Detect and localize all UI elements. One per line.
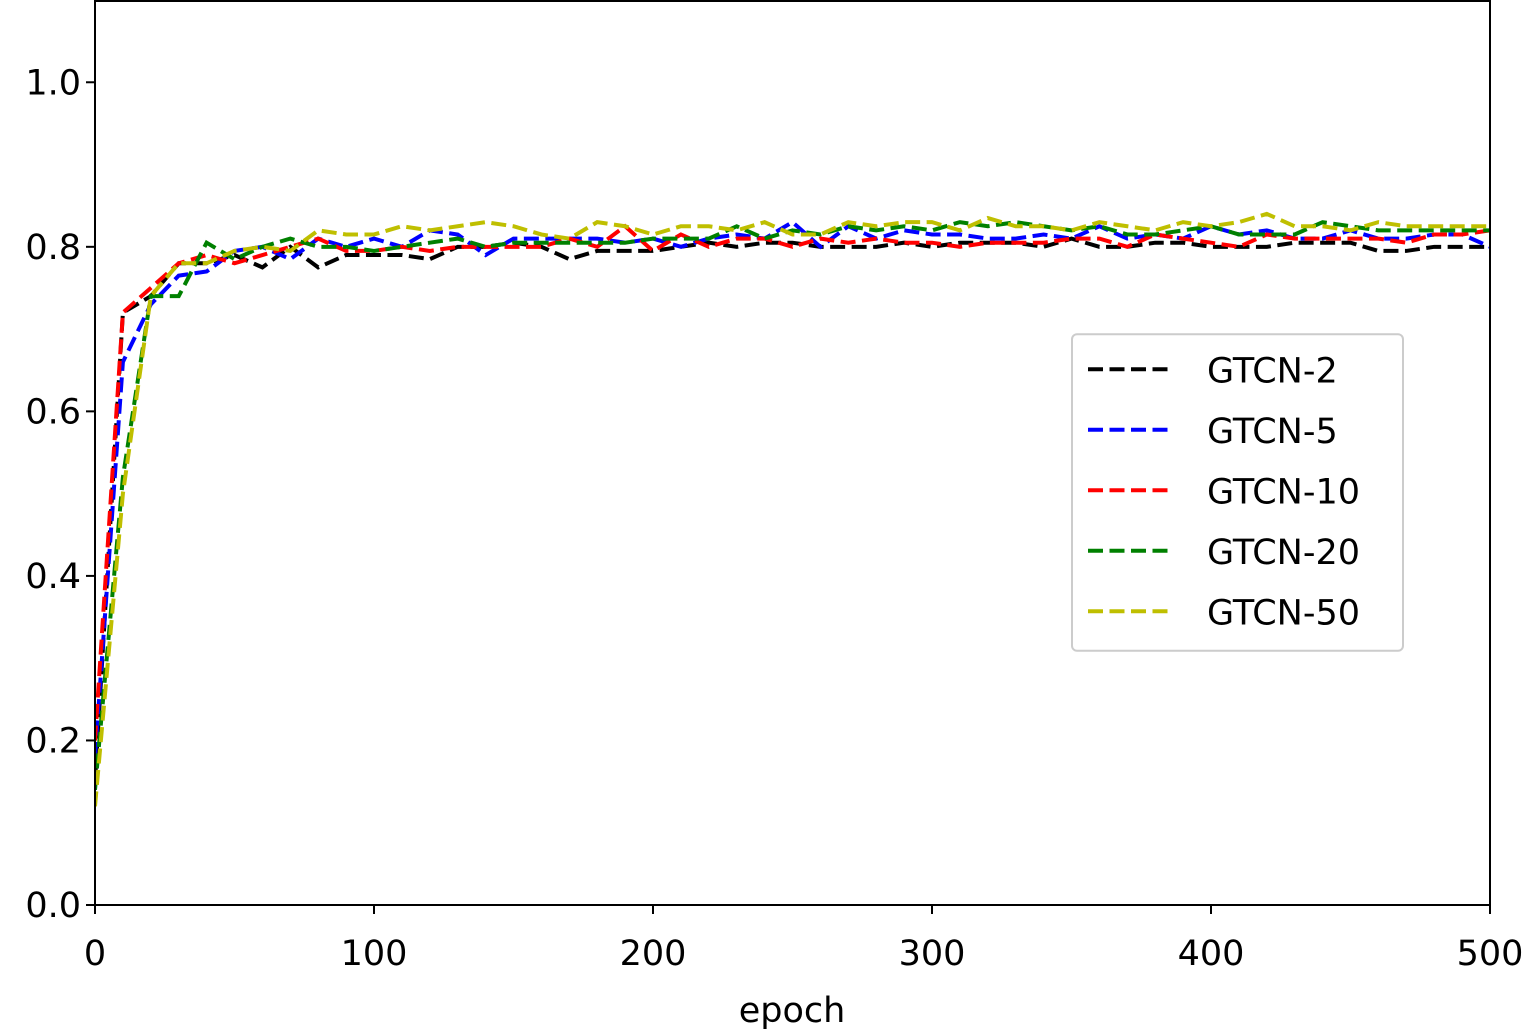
legend-label: GTCN-10 bbox=[1207, 472, 1360, 512]
axes-frame bbox=[94, 0, 1491, 906]
y-tick-label: 1.0 bbox=[25, 63, 81, 103]
legend-label: GTCN-20 bbox=[1207, 533, 1360, 573]
series-line bbox=[95, 236, 1490, 782]
series-line bbox=[95, 211, 1490, 807]
x-tick-label: 200 bbox=[620, 934, 687, 974]
series-line bbox=[95, 220, 1490, 790]
y-tick-label: 0.8 bbox=[25, 228, 81, 268]
y-tick-label: 0.2 bbox=[25, 721, 81, 761]
legend-label: GTCN-5 bbox=[1207, 412, 1338, 452]
plot-area bbox=[95, 211, 1490, 807]
legend: GTCN-2 GTCN-5 GTCN-10 GTCN-20 GTCN-50 bbox=[1071, 333, 1404, 652]
x-tick-label: 300 bbox=[899, 934, 966, 974]
legend-frame bbox=[1071, 333, 1404, 652]
y-tick-label: 0.0 bbox=[25, 886, 81, 926]
legend-label: GTCN-2 bbox=[1207, 351, 1338, 391]
x-tick-label: 400 bbox=[1178, 934, 1245, 974]
x-tick-label: 0 bbox=[84, 934, 106, 974]
x-tick-label: 500 bbox=[1457, 934, 1524, 974]
x-tick-label: 100 bbox=[341, 934, 408, 974]
series-line bbox=[95, 223, 1490, 741]
y-tick-label: 0.6 bbox=[25, 392, 81, 432]
y-tick-label: 0.4 bbox=[25, 557, 81, 597]
legend-label: GTCN-50 bbox=[1207, 593, 1360, 633]
x-axis-label: epoch bbox=[739, 991, 846, 1031]
